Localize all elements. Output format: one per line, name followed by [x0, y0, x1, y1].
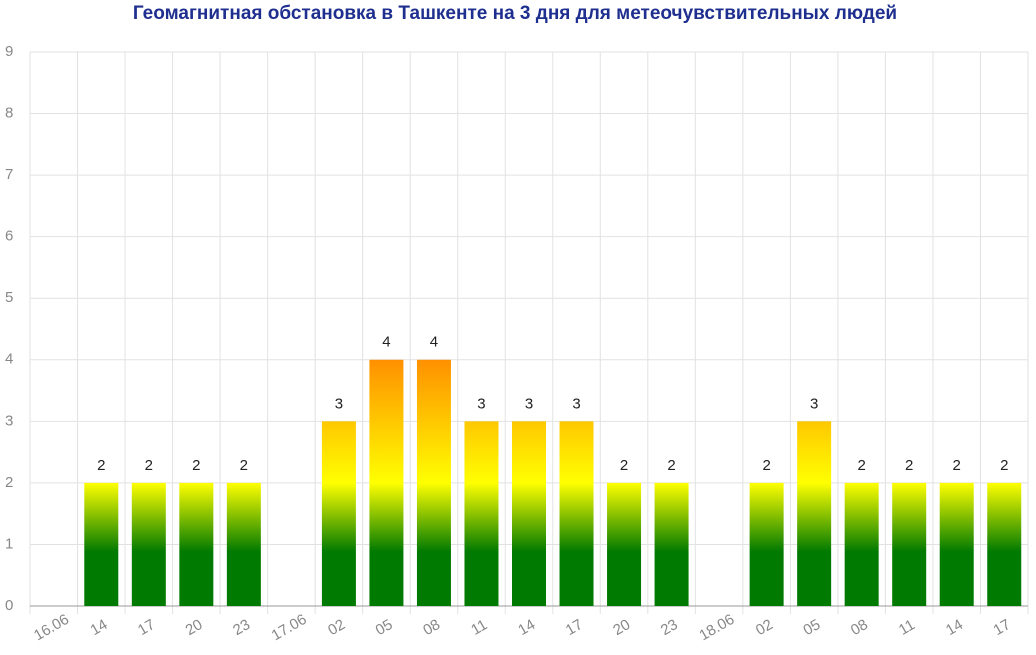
- data-label: 2: [97, 457, 105, 474]
- bar: [464, 421, 499, 606]
- data-label: 2: [905, 457, 913, 474]
- x-tick-label: 16.06: [31, 611, 72, 644]
- data-label: 3: [525, 395, 533, 412]
- x-tick-label: 11: [468, 616, 490, 639]
- data-label: 2: [192, 457, 200, 474]
- bar: [559, 421, 594, 606]
- y-tick-label: 8: [5, 105, 13, 122]
- x-tick-label: 17: [135, 616, 158, 639]
- y-tick-label: 0: [5, 597, 13, 614]
- bar: [797, 421, 832, 606]
- y-tick-label: 4: [5, 351, 13, 368]
- x-tick-label: 17: [990, 616, 1013, 639]
- x-tick-label: 08: [420, 616, 443, 639]
- data-label: 2: [667, 457, 675, 474]
- y-tick-label: 2: [5, 474, 13, 491]
- bar: [892, 482, 927, 606]
- bar: [179, 482, 214, 606]
- x-tick-label: 14: [515, 616, 538, 639]
- y-tick-label: 5: [5, 289, 13, 306]
- x-tick-label: 02: [753, 616, 776, 639]
- data-label: 2: [762, 457, 770, 474]
- x-tick-label: 17: [563, 616, 586, 639]
- y-tick-label: 3: [5, 412, 13, 429]
- x-tick-label: 11: [896, 616, 918, 639]
- bar: [654, 482, 689, 606]
- y-tick-label: 9: [5, 43, 13, 60]
- chart-title: Геомагнитная обстановка в Ташкенте на 3 …: [133, 3, 897, 24]
- x-tick-label: 05: [373, 616, 396, 639]
- data-label: 2: [145, 457, 153, 474]
- x-tick-label: 23: [658, 616, 681, 639]
- y-tick-label: 1: [5, 535, 13, 552]
- bar: [131, 482, 166, 606]
- bar: [321, 421, 356, 606]
- data-label: 2: [240, 457, 248, 474]
- data-label: 4: [430, 334, 438, 351]
- x-tick-label: 20: [183, 616, 206, 639]
- x-tick-label: 18.06: [696, 611, 737, 644]
- x-tick-label: 05: [800, 616, 823, 639]
- data-label: 3: [572, 395, 580, 412]
- x-tick-label: 14: [88, 616, 111, 639]
- bar: [749, 482, 784, 606]
- bar: [844, 482, 879, 606]
- bar: [939, 482, 974, 606]
- data-label: 2: [953, 457, 961, 474]
- bar: [416, 359, 451, 606]
- bar: [512, 421, 546, 606]
- data-label: 2: [1000, 457, 1008, 474]
- y-tick-label: 6: [5, 228, 13, 245]
- bar: [84, 482, 119, 606]
- data-label: 3: [477, 395, 485, 412]
- x-tick-label: 23: [230, 616, 253, 639]
- bar: [226, 482, 261, 606]
- data-label: 3: [335, 395, 343, 412]
- data-label: 2: [620, 457, 628, 474]
- data-label: 3: [810, 395, 818, 412]
- bar: [607, 482, 642, 606]
- data-label: 2: [857, 457, 865, 474]
- data-label: 4: [382, 334, 390, 351]
- x-tick-label: 08: [848, 616, 871, 639]
- x-tick-label: 02: [325, 616, 348, 639]
- x-tick-label: 20: [610, 616, 633, 639]
- y-tick-label: 7: [5, 166, 13, 183]
- x-tick-label: 14: [943, 616, 966, 639]
- bar: [369, 359, 404, 606]
- bar: [987, 482, 1022, 606]
- x-tick-label: 17.06: [269, 611, 310, 644]
